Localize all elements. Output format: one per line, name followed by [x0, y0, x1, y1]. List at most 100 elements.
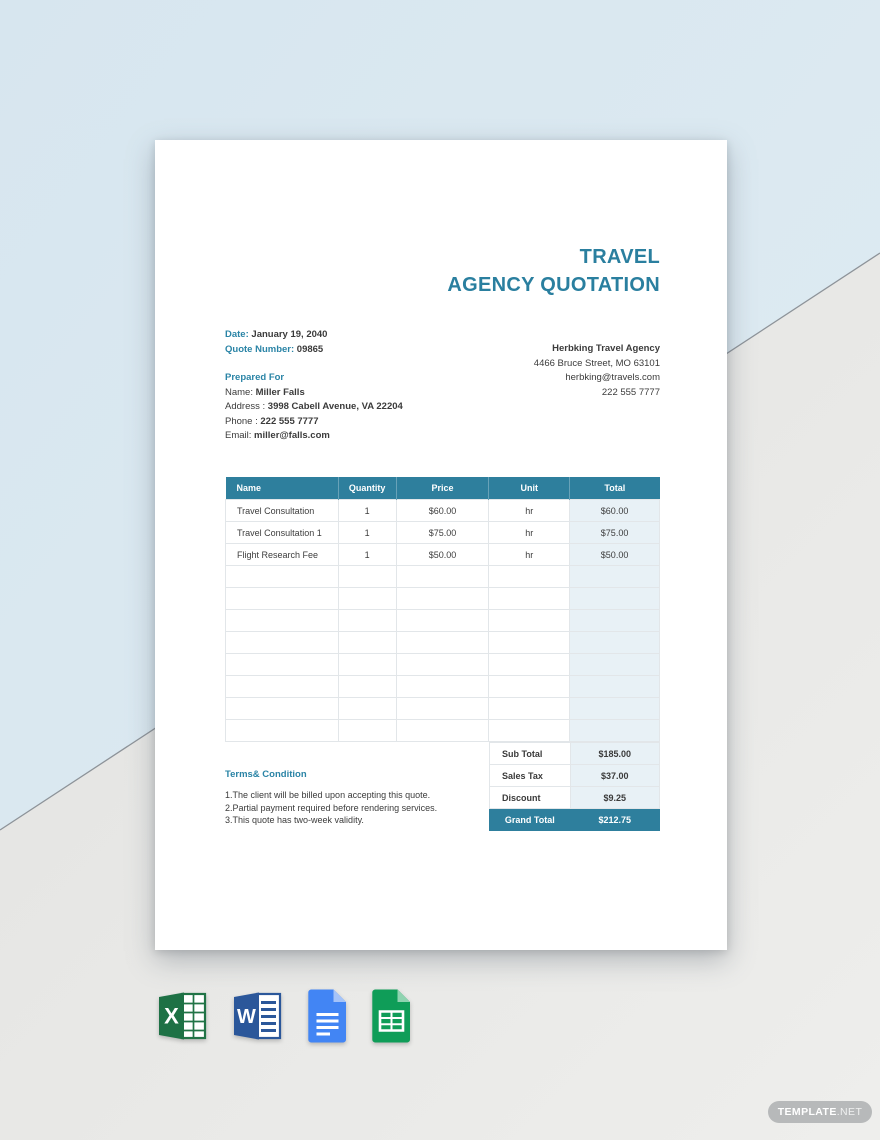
empty-cell [488, 587, 571, 610]
document-page: TRAVEL AGENCY QUOTATION Date: January 19… [155, 140, 727, 950]
empty-cell [337, 675, 397, 698]
template-net-badge: TEMPLATE .NET [768, 1101, 872, 1123]
document-title-line1: TRAVEL [579, 246, 660, 268]
grand-total-label: Grand Total [489, 808, 571, 831]
table-row: Travel Consultation 1 $60.00 hr $60.00 [225, 499, 660, 522]
quote-items-table: Name Quantity Price Unit Total Travel Consul… [225, 476, 660, 742]
column-header-price: Price [395, 476, 489, 500]
empty-table-row [225, 587, 660, 610]
empty-cell [395, 675, 490, 698]
prepared-for-heading: Prepared For [225, 372, 285, 383]
empty-cell [225, 675, 339, 698]
file-format-icons: X W [155, 988, 414, 1044]
terms-list: 1.The client will be billed upon accepti… [225, 789, 469, 827]
table-cell: $50.00 [569, 543, 660, 566]
date-value: January 19, 2040 [251, 329, 328, 340]
empty-cell [225, 697, 339, 720]
terms-block: Terms& Condition 1.The client will be bi… [225, 742, 489, 831]
empty-cell [569, 609, 660, 632]
company-phone: 222 555 7777 [601, 386, 660, 398]
company-address: 4466 Bruce Street, MO 63101 [533, 357, 660, 369]
column-header-total: Total [569, 476, 660, 500]
empty-cell [395, 587, 490, 610]
empty-table-row [225, 675, 660, 698]
totals-row: Sales Tax $37.00 [489, 764, 661, 787]
empty-cell [225, 719, 339, 742]
empty-cell [225, 631, 339, 654]
empty-cell [337, 609, 397, 632]
date-label: Date: [225, 329, 249, 340]
empty-cell [569, 565, 660, 588]
client-name-label: Name: [225, 386, 253, 398]
client-phone-value: 222 555 7777 [260, 415, 319, 427]
totals-label: Sales Tax [489, 764, 571, 787]
document-title: TRAVEL AGENCY QUOTATION [225, 243, 660, 299]
terms-item: 2.Partial payment required before render… [225, 802, 438, 813]
grand-total-value: $212.75 [569, 808, 661, 831]
totals-value: $185.00 [569, 742, 661, 765]
client-name-value: Miller Falls [255, 386, 305, 398]
empty-cell [488, 565, 571, 588]
empty-cell [488, 609, 571, 632]
empty-cell [337, 565, 397, 588]
totals-label: Sub Total [489, 742, 571, 765]
svg-text:W: W [237, 1006, 256, 1028]
table-cell: Travel Consultation 1 [225, 521, 339, 544]
totals-row: Sub Total $185.00 [489, 742, 661, 765]
empty-cell [337, 653, 397, 676]
table-cell: $75.00 [395, 521, 490, 544]
template-net-badge-main: TEMPLATE [777, 1106, 837, 1118]
table-cell: 1 [337, 543, 397, 566]
google-sheets-icon[interactable] [369, 988, 414, 1044]
quote-number-value: 09865 [296, 343, 324, 355]
date-line: Date: January 19, 2040 [225, 328, 403, 343]
totals-row: Discount $9.25 [489, 786, 661, 809]
prepared-for-block: Prepared For Name: Miller Falls Address … [225, 371, 403, 444]
quote-number-line: Quote Number: 09865 [225, 343, 403, 358]
table-row: Travel Consultation 1 1 $75.00 hr $75.00 [225, 521, 660, 544]
terms-item: 3.This quote has two-week validity. [225, 815, 364, 825]
table-cell: 1 [337, 499, 397, 522]
client-name-line: Name: Miller Falls [225, 386, 403, 401]
empty-cell [488, 675, 571, 698]
empty-cell [337, 631, 397, 654]
totals-label: Discount [489, 786, 571, 809]
empty-cell [395, 653, 490, 676]
document-title-line2: AGENCY QUOTATION [447, 274, 660, 296]
company-name: Herbking Travel Agency [552, 343, 660, 354]
empty-cell [569, 587, 660, 610]
terms-heading: Terms& Condition [225, 769, 307, 780]
column-header-unit: Unit [488, 476, 570, 500]
empty-cell [488, 719, 571, 742]
table-cell: hr [488, 543, 571, 566]
empty-cell [569, 653, 660, 676]
empty-table-row [225, 631, 660, 654]
empty-cell [395, 631, 490, 654]
empty-table-row [225, 609, 660, 632]
empty-table-row [225, 653, 660, 676]
empty-cell [225, 653, 339, 676]
excel-icon[interactable]: X [155, 989, 211, 1043]
empty-cell [395, 609, 490, 632]
totals-value: $9.25 [569, 786, 661, 809]
empty-cell [395, 565, 490, 588]
table-cell: $60.00 [395, 499, 490, 522]
google-docs-icon[interactable] [305, 988, 350, 1044]
client-phone-line: Phone : 222 555 7777 [225, 415, 403, 430]
empty-cell [569, 631, 660, 654]
table-row: Flight Research Fee 1 $50.00 hr $50.00 [225, 543, 660, 566]
company-block: Herbking Travel Agency 4466 Bruce Street… [534, 342, 660, 444]
empty-cell [569, 719, 660, 742]
quote-table-header-row: Name Quantity Price Unit Total [225, 476, 660, 500]
client-email-value: miller@falls.com [254, 430, 330, 441]
empty-cell [395, 697, 490, 720]
empty-cell [569, 675, 660, 698]
empty-cell [225, 587, 339, 610]
company-email: herbking@travels.com [565, 372, 660, 383]
table-cell: $60.00 [569, 499, 660, 522]
client-email-label: Email: [225, 430, 252, 441]
word-icon[interactable]: W [230, 989, 286, 1043]
client-address-label: Address : [225, 401, 266, 412]
table-cell: Travel Consultation [225, 499, 339, 522]
table-cell: 1 [337, 521, 397, 544]
